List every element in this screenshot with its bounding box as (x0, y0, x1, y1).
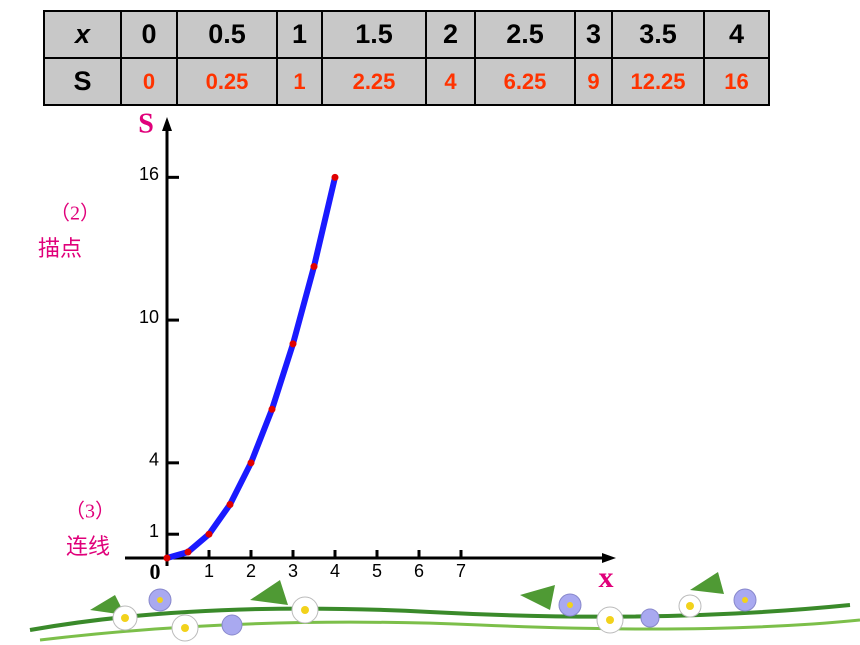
table-cell: S (43, 57, 122, 106)
table-cell: 3.5 (611, 10, 705, 59)
origin-label: 0 (150, 559, 161, 584)
decoration (29, 572, 860, 642)
y-tick-label: 1 (149, 521, 159, 541)
point (205, 530, 213, 538)
x-axis-label: x (599, 561, 614, 594)
y-axis-label: S (138, 108, 154, 139)
y-tick-label: 16 (139, 164, 159, 184)
point (289, 340, 297, 348)
point (163, 554, 171, 562)
table-cell: 0.5 (176, 10, 278, 59)
x-tick-label: 1 (204, 561, 214, 581)
point (331, 173, 339, 181)
step-text: 连线 (66, 534, 110, 559)
step-label: （3） (65, 500, 115, 523)
y-tick-label: 10 (139, 307, 159, 327)
y-arrow (162, 117, 172, 131)
x-tick-label: 7 (456, 561, 466, 581)
table-cell: 9 (574, 57, 613, 106)
value-table: x 0 0.5 1 1.5 2 2.5 3 3.5 4 S 0 0.25 1 2.25 4 6.25 9 12.25… (43, 10, 770, 106)
x-tick-label: 4 (330, 561, 340, 581)
table-cell: 2.5 (474, 10, 576, 59)
point (247, 459, 255, 467)
table-cell: 3 (574, 10, 613, 59)
table-cell: 1.5 (321, 10, 427, 59)
x-tick-label: 6 (414, 561, 424, 581)
table-cell: 12.25 (611, 57, 705, 106)
table-row: S 0 0.25 1 2.25 4 6.25 9 12.25 16 (43, 57, 770, 106)
table-cell: 4 (703, 10, 770, 59)
table-cell: 2.25 (321, 57, 427, 106)
step-label: （2） (50, 202, 100, 225)
table-cell: 6.25 (474, 57, 576, 106)
y-tick-label: 4 (149, 450, 159, 470)
table-cell: x (43, 10, 122, 59)
x-tick-label: 3 (288, 561, 298, 581)
table-cell: 16 (703, 57, 770, 106)
x-tick-label: 5 (372, 561, 382, 581)
table-row: x 0 0.5 1 1.5 2 2.5 3 3.5 4 (43, 10, 770, 59)
table-cell: 0 (120, 57, 178, 106)
point (310, 263, 318, 271)
step-text: 描点 (38, 236, 82, 261)
x-tick-label: 2 (246, 561, 256, 581)
point (184, 548, 192, 556)
x-arrow (602, 553, 616, 563)
table-cell: 0 (120, 10, 178, 59)
table-cell: 0.25 (176, 57, 278, 106)
table-cell: 2 (425, 10, 476, 59)
point (226, 500, 234, 508)
table-cell: 1 (276, 57, 323, 106)
point (268, 405, 276, 413)
table-cell: 4 (425, 57, 476, 106)
table-cell: 1 (276, 10, 323, 59)
curve (166, 176, 338, 561)
